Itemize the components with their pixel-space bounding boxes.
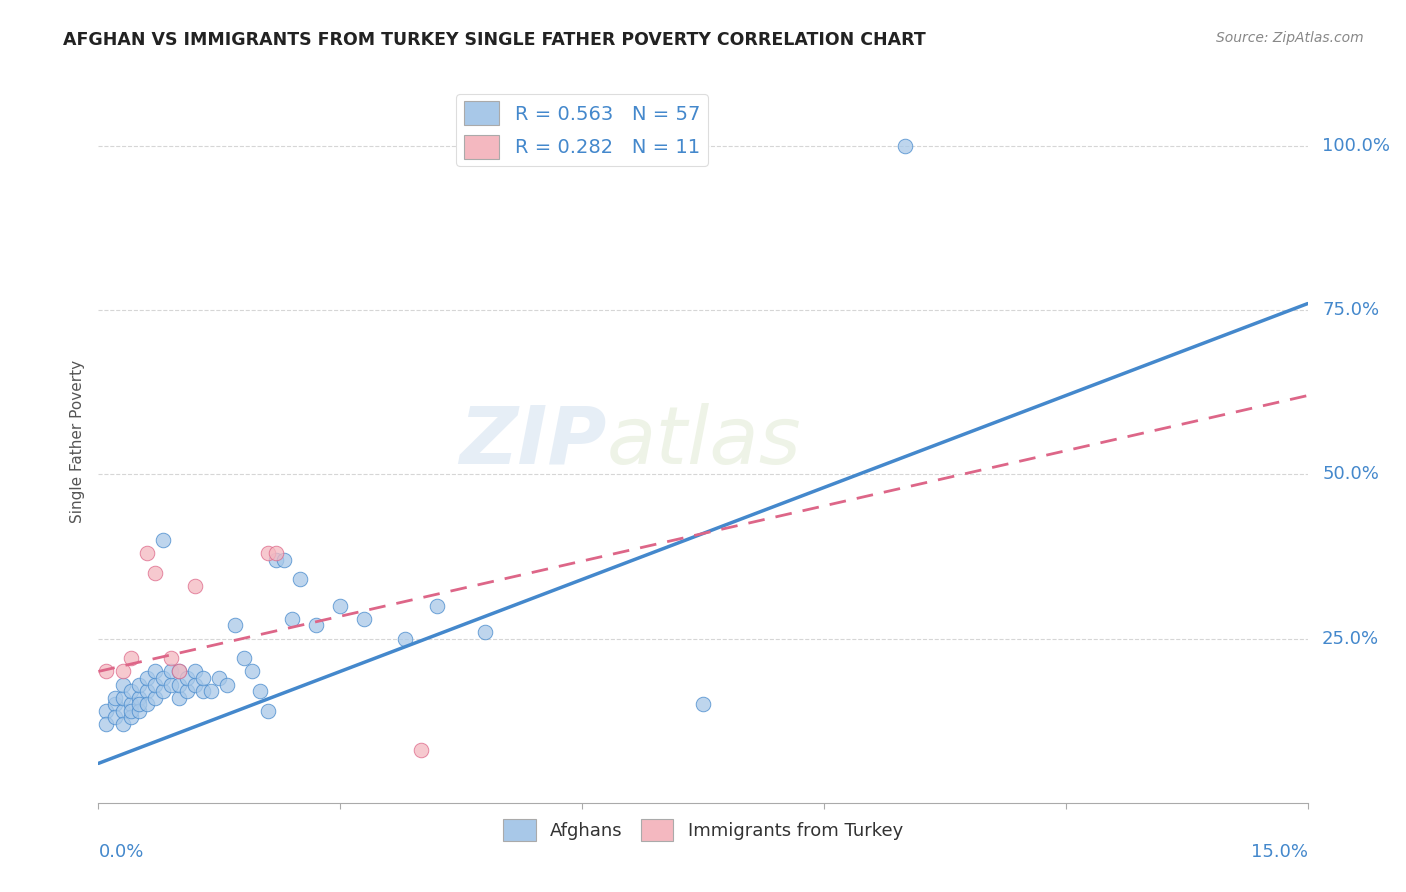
Text: ZIP: ZIP [458,402,606,481]
Point [474,625,496,640]
Point [160,677,183,691]
Text: 50.0%: 50.0% [1322,466,1379,483]
Point [288,573,311,587]
Text: 0.0%: 0.0% [98,843,143,861]
Point [264,546,287,560]
Point [135,546,157,560]
Point [249,684,271,698]
Point [143,665,166,679]
Text: 100.0%: 100.0% [1322,137,1391,155]
Point [305,618,328,632]
Point [120,651,142,665]
Point [96,704,118,718]
Point [135,698,157,712]
Legend: Afghans, Immigrants from Turkey: Afghans, Immigrants from Turkey [496,812,910,848]
Point [224,618,246,632]
Point [128,690,150,705]
Point [111,677,134,691]
Point [160,651,183,665]
Point [120,684,142,698]
Point [167,690,190,705]
Point [96,665,118,679]
Point [167,677,190,691]
Point [176,671,198,685]
Point [135,684,157,698]
Point [111,717,134,731]
Point [111,665,134,679]
Point [103,710,125,724]
Text: 25.0%: 25.0% [1322,630,1379,648]
Point [143,690,166,705]
Text: 15.0%: 15.0% [1250,843,1308,861]
Point [152,533,174,547]
Point [256,704,278,718]
Point [120,698,142,712]
Point [232,651,254,665]
Point [273,553,295,567]
Point [217,677,239,691]
Point [184,677,207,691]
Point [329,599,352,613]
Point [111,690,134,705]
Point [128,704,150,718]
Text: Source: ZipAtlas.com: Source: ZipAtlas.com [1216,31,1364,45]
Point [200,684,222,698]
Text: AFGHAN VS IMMIGRANTS FROM TURKEY SINGLE FATHER POVERTY CORRELATION CHART: AFGHAN VS IMMIGRANTS FROM TURKEY SINGLE … [63,31,927,49]
Point [96,717,118,731]
Y-axis label: Single Father Poverty: Single Father Poverty [69,360,84,523]
Point [281,612,304,626]
Point [193,671,215,685]
Point [692,698,714,712]
Point [135,671,157,685]
Point [208,671,231,685]
Point [184,579,207,593]
Point [128,698,150,712]
Point [893,139,915,153]
Point [167,665,190,679]
Point [353,612,375,626]
Point [264,553,287,567]
Point [426,599,449,613]
Point [111,704,134,718]
Point [176,684,198,698]
Point [193,684,215,698]
Point [103,698,125,712]
Point [128,677,150,691]
Point [394,632,416,646]
Point [152,684,174,698]
Point [184,665,207,679]
Point [152,671,174,685]
Point [160,665,183,679]
Point [103,690,125,705]
Point [240,665,263,679]
Point [256,546,278,560]
Text: 75.0%: 75.0% [1322,301,1379,319]
Point [143,677,166,691]
Point [120,704,142,718]
Point [143,566,166,580]
Point [409,743,432,757]
Point [167,665,190,679]
Point [120,710,142,724]
Text: atlas: atlas [606,402,801,481]
